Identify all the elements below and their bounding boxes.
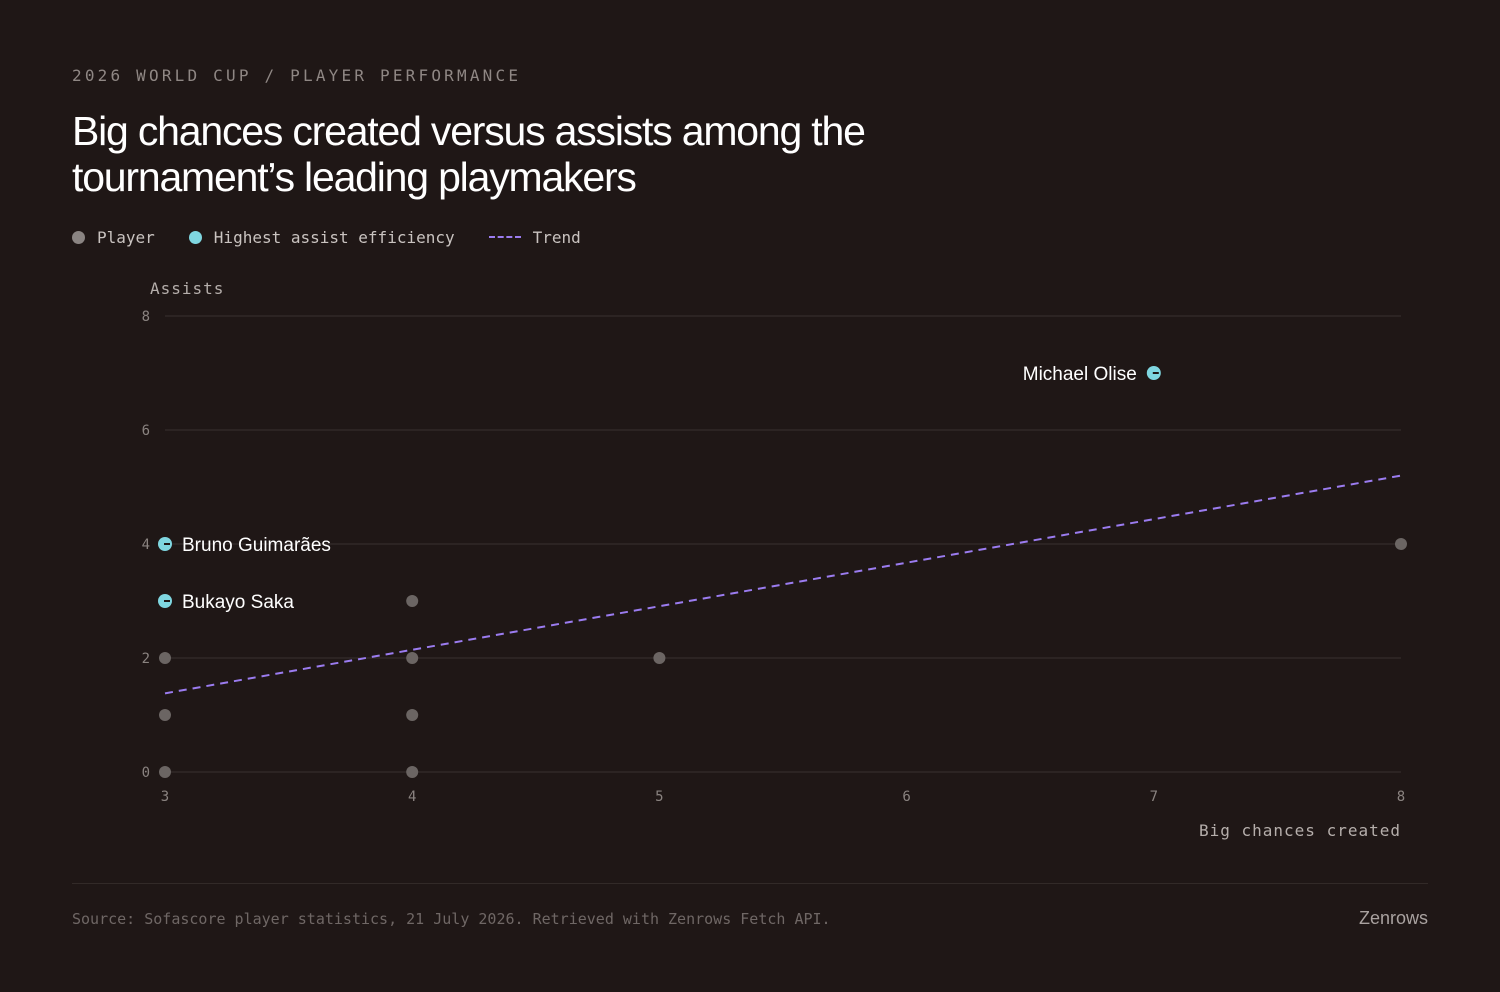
legend-highlight-label: Highest assist efficiency	[213, 227, 455, 247]
chart-legend: Player Highest assist efficiency Trend	[72, 226, 615, 248]
brand-logo: Zenrows	[1358, 908, 1428, 928]
player-point	[159, 766, 171, 778]
point-label: Bukayo Saka	[182, 592, 294, 613]
point-label: Bruno Guimarães	[182, 535, 331, 556]
x-tick-label: 4	[408, 789, 416, 805]
player-point	[159, 709, 171, 721]
player-point	[406, 709, 419, 721]
y-tick-label: 0	[142, 765, 150, 781]
legend-item-trend: Trend	[488, 227, 581, 247]
x-axis-title: Big chances created	[1199, 821, 1401, 840]
y-tick-label: 2	[142, 651, 150, 667]
legend-trend-swatch	[488, 236, 521, 238]
trend-line	[164, 474, 1402, 695]
player-point	[406, 652, 419, 664]
legend-item-player: Player	[72, 228, 155, 247]
x-tick-label: 7	[1150, 789, 1158, 805]
x-tick-label: 6	[902, 789, 910, 805]
y-tick-label: 4	[142, 537, 150, 553]
legend-trend-label: Trend	[532, 227, 581, 247]
x-tick-label: 5	[655, 789, 663, 805]
player-point	[406, 766, 419, 778]
legend-player-label: Player	[97, 227, 155, 247]
chart-kicker: 2026 WORLD CUP / PLAYER PERFORMANCE	[72, 66, 522, 85]
legend-item-highlight: Highest assist efficiency	[188, 227, 455, 247]
y-tick-label: 6	[142, 423, 150, 439]
x-tick-label: 3	[161, 789, 169, 805]
source-note: Source: Sofascore player statistics, 21 …	[72, 910, 831, 928]
point-label: Michael Olise	[1023, 364, 1137, 385]
legend-highlight-swatch	[188, 230, 202, 244]
y-tick-label: 8	[142, 309, 150, 325]
player-point	[159, 652, 171, 664]
chart-title: Big chances created versus assists among…	[72, 108, 866, 200]
legend-player-swatch	[72, 230, 85, 244]
x-tick-label: 8	[1397, 789, 1405, 805]
player-point	[653, 652, 666, 664]
player-point	[406, 595, 419, 607]
footer-divider	[72, 883, 1428, 884]
player-point	[1395, 538, 1407, 550]
y-axis-title: Assists	[150, 279, 224, 298]
